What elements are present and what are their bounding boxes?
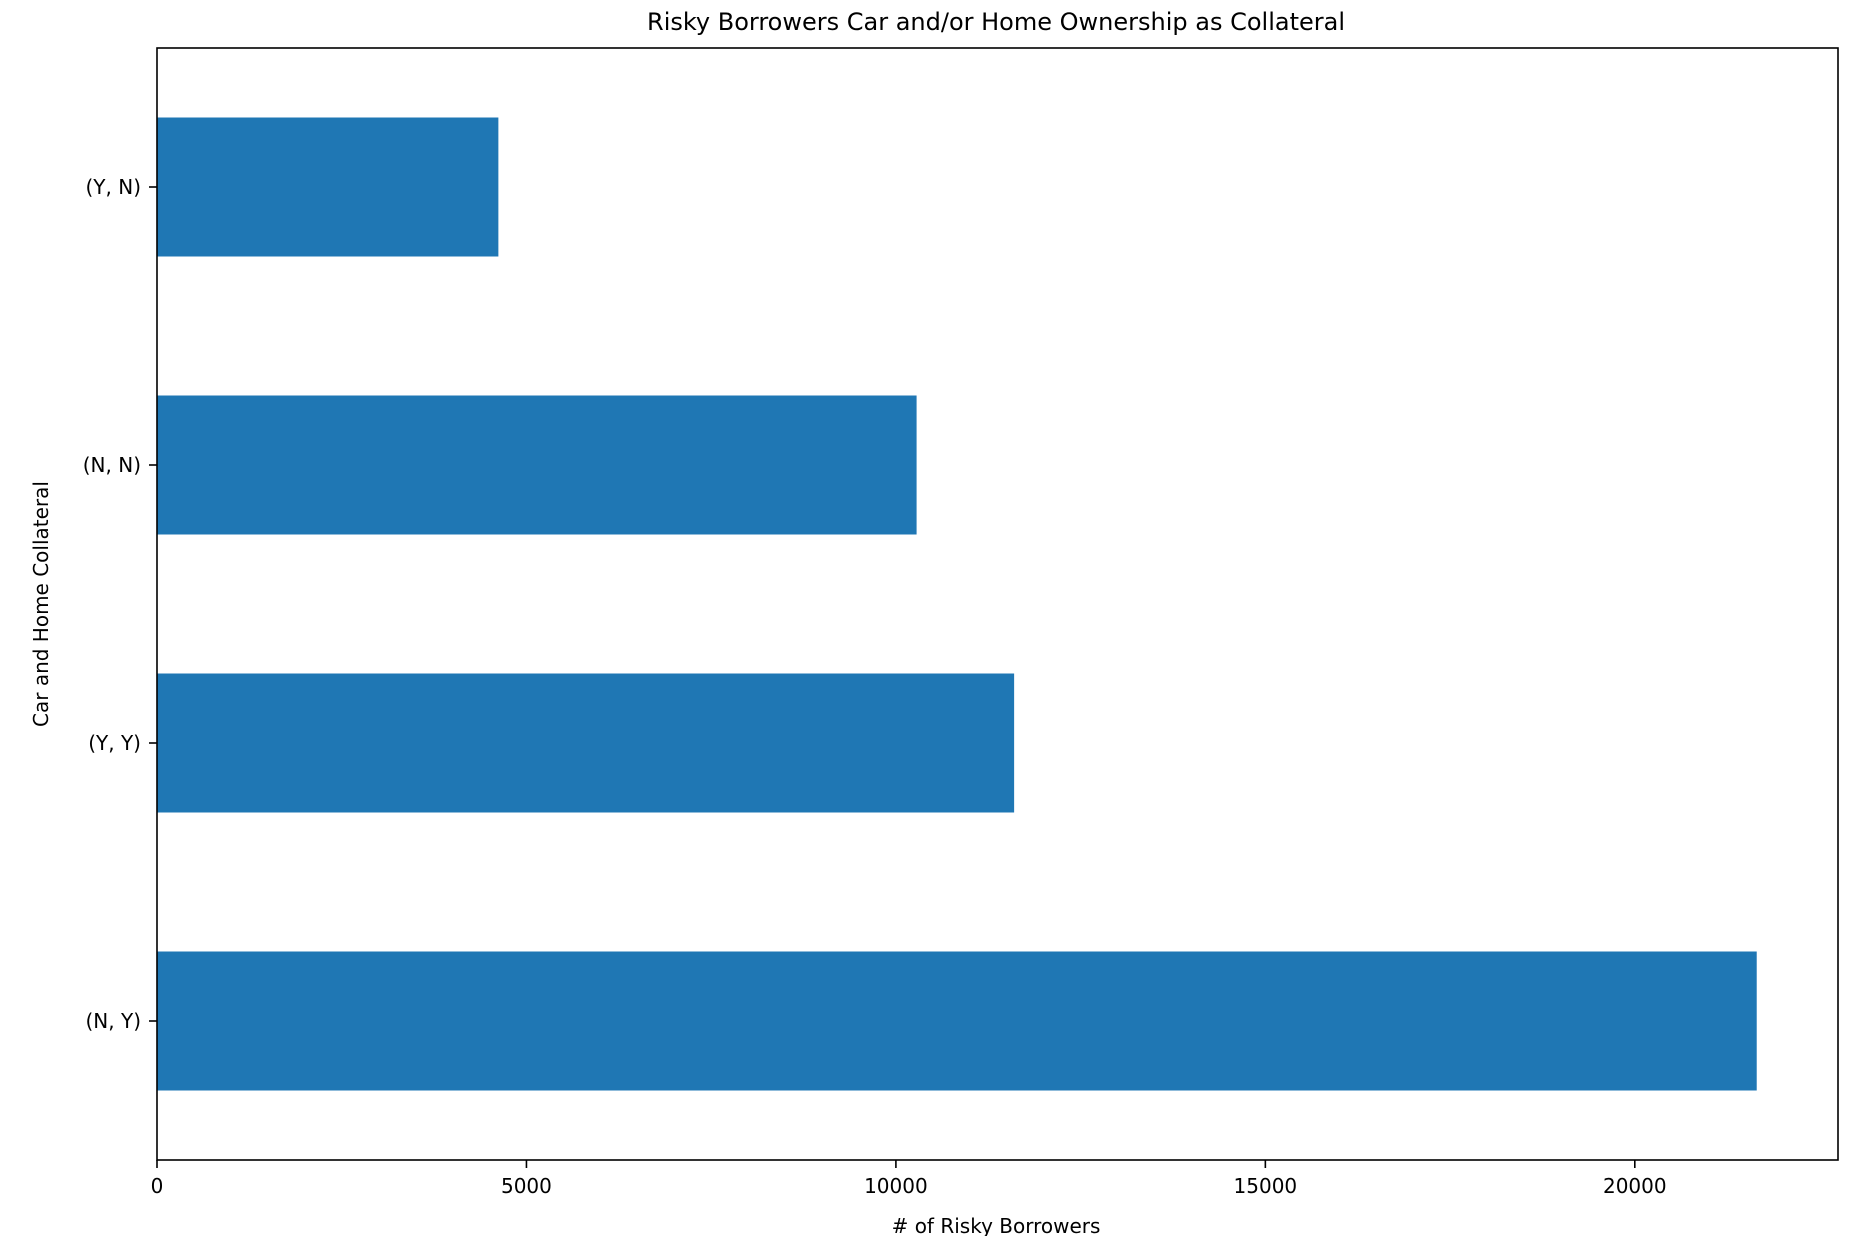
y-tick-label-2: (N, N)	[83, 453, 141, 477]
x-axis-label: # of Risky Borrowers	[892, 1214, 1101, 1236]
y-tick-label-3: (Y, N)	[86, 175, 142, 199]
y-tick-label-1: (Y, Y)	[88, 731, 141, 755]
bar-group	[157, 117, 1757, 1091]
x-tick-label-4: 20000	[1603, 1174, 1667, 1198]
y-tick-label-0: (N, Y)	[86, 1009, 142, 1033]
bar-0	[157, 951, 1757, 1091]
bar-1	[157, 673, 1015, 813]
chart-title: Risky Borrowers Car and/or Home Ownershi…	[647, 8, 1345, 36]
x-tick-label-2: 10000	[864, 1174, 928, 1198]
plot-frame	[156, 47, 1839, 1161]
x-tick-label-3: 15000	[1234, 1174, 1298, 1198]
y-axis-label: Car and Home Collateral	[29, 481, 53, 727]
bar-2	[157, 395, 917, 535]
x-tick-label-1: 5000	[501, 1174, 552, 1198]
bar-3	[157, 117, 499, 257]
x-tick-label-0: 0	[151, 1174, 164, 1198]
x-axis-ticks: 0 5000 10000 15000 20000	[151, 1160, 1667, 1198]
y-axis-ticks: (N, Y) (Y, Y) (N, N) (Y, N)	[83, 175, 157, 1033]
